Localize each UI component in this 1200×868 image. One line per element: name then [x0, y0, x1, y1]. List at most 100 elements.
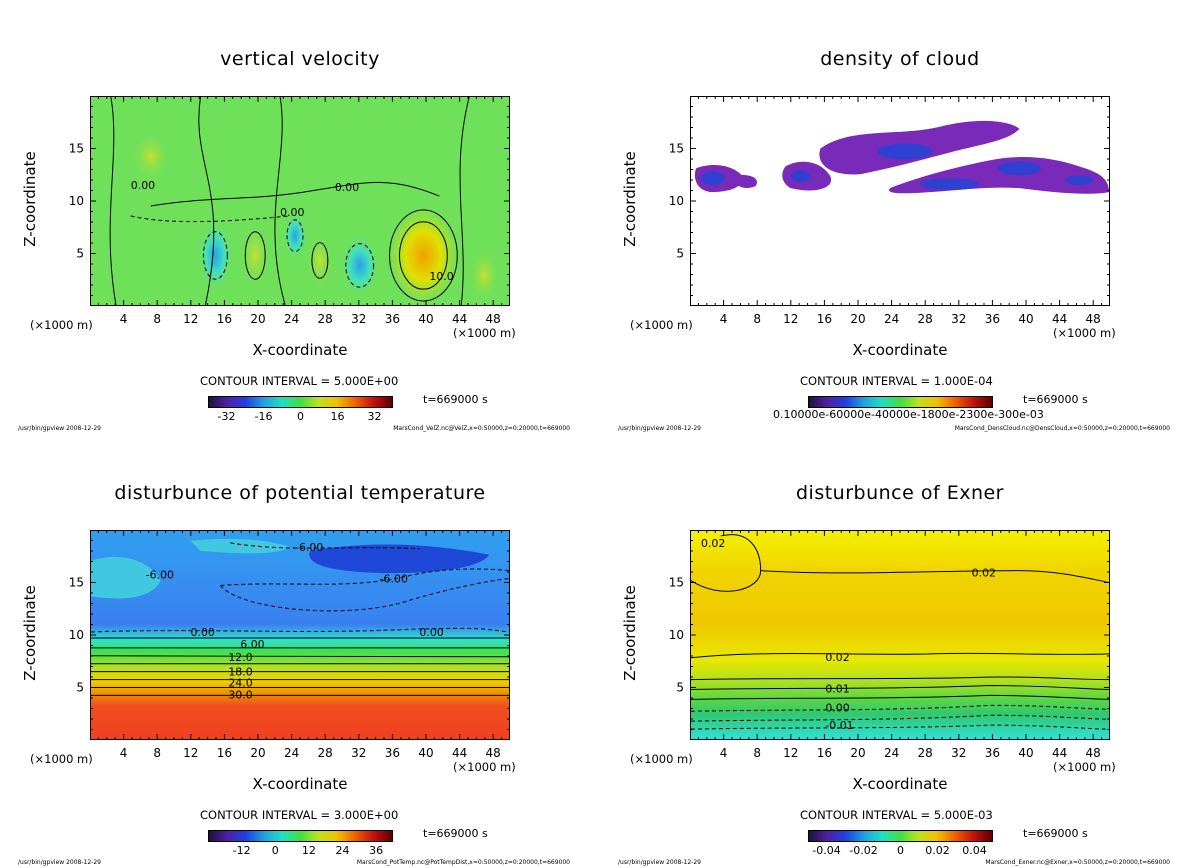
x-tick-label: 48: [1086, 312, 1101, 326]
y-axis-label: Z-coordinate: [21, 585, 39, 681]
x-tick-label: 40: [418, 746, 433, 760]
contour-label: -6.00: [380, 573, 408, 586]
x-tick-label: 20: [250, 746, 265, 760]
contour-label: 0.00: [191, 626, 215, 639]
colorbar-tick-label: 0.04: [962, 844, 987, 857]
colorbar-tick-label: 0.02: [925, 844, 950, 857]
time-stamp: t=669000 s: [423, 393, 488, 406]
x-tick-label: 16: [817, 746, 832, 760]
x-tick-label: 32: [951, 746, 966, 760]
footer-right: MarsCond_PotTemp.nc@PotTempDist,x=0:5000…: [356, 859, 570, 866]
colorbar-tick-label: 24: [335, 844, 350, 857]
contour-label: 6.00: [240, 638, 264, 651]
x-tick-label: 20: [850, 746, 865, 760]
field-density-of-cloud: [691, 97, 1109, 305]
footer-right: MarsCond_DensCloud.nc@DensCloud,x=0:5000…: [954, 425, 1170, 432]
x-tick-label: 28: [318, 746, 333, 760]
contour-interval: CONTOUR INTERVAL = 5.000E-03: [800, 808, 993, 822]
contour-interval: CONTOUR INTERVAL = 3.000E+00: [200, 808, 399, 822]
contour-interval: CONTOUR INTERVAL = 5.000E+00: [200, 374, 399, 388]
x-tick-label: 4: [720, 312, 728, 326]
colorbar: [808, 396, 993, 408]
colorbar-tick-label: -12: [232, 844, 251, 857]
x-tick-label: 8: [753, 746, 761, 760]
unit-label-left: (×1000 m): [630, 318, 693, 332]
colorbar-tick-label: -32: [217, 410, 236, 423]
y-tick-label: 5: [76, 681, 84, 695]
colorbar-tick-label: 16: [330, 410, 345, 423]
x-tick-label: 16: [217, 312, 232, 326]
y-tick-label: 5: [676, 681, 684, 695]
x-tick-label: 20: [850, 312, 865, 326]
x-tick-label: 4: [120, 746, 128, 760]
x-tick-label: 24: [284, 746, 299, 760]
x-tick-label: 36: [385, 312, 400, 326]
x-tick-label: 8: [753, 312, 761, 326]
unit-label-left: (×1000 m): [630, 752, 693, 766]
y-tick-label: 5: [676, 247, 684, 261]
colorbar-tick-label: 0: [897, 844, 904, 857]
contour-interval: CONTOUR INTERVAL = 1.000E-04: [800, 374, 993, 388]
y-tick-label: 10: [69, 628, 84, 642]
y-tick-label: 15: [69, 142, 84, 156]
y-tick-label: 10: [669, 194, 684, 208]
footer-left: /usr/bin/gpview 2008-12-29: [618, 859, 701, 866]
contour-label: 0.01: [825, 682, 849, 695]
y-tick-label: 5: [76, 247, 84, 261]
contour-label: -6.00: [146, 569, 174, 582]
x-tick-label: 32: [351, 312, 366, 326]
x-tick-label: 44: [452, 746, 467, 760]
y-tick-label: 10: [669, 628, 684, 642]
x-tick-label: 40: [418, 312, 433, 326]
x-tick-label: 24: [284, 312, 299, 326]
colorbar-tick-label: 0: [297, 410, 304, 423]
plot-area: [690, 96, 1110, 306]
colorbar-tick-label: 36: [369, 844, 384, 857]
unit-label-right: (×1000 m): [1053, 326, 1116, 340]
x-tick-label: 36: [985, 746, 1000, 760]
contour-label: 24.0: [228, 677, 252, 690]
contour-label: 0.02: [701, 537, 725, 550]
time-stamp: t=669000 s: [1023, 393, 1088, 406]
footer-left: /usr/bin/gpview 2008-12-29: [18, 859, 101, 866]
contour-label: 10.0: [429, 270, 453, 283]
x-tick-label: 4: [120, 312, 128, 326]
time-stamp: t=669000 s: [1023, 827, 1088, 840]
colorbar-ticks: -32 -16 0 16 32: [208, 410, 393, 424]
x-tick-label: 48: [486, 746, 501, 760]
chart-title: disturbunce of Exner: [795, 482, 1004, 504]
x-tick-label: 28: [318, 312, 333, 326]
y-axis-label: Z-coordinate: [621, 151, 639, 247]
panel-density-of-cloud: density of cloud 4 8 12 16 20 24 28 32 36 40 44 48 5…: [600, 0, 1200, 434]
colorbar-tick-label: -0.04: [812, 844, 841, 857]
unit-label-right: (×1000 m): [453, 326, 516, 340]
x-tick-label: 36: [385, 746, 400, 760]
colorbar-ticks: -12 0 12 24 36: [208, 844, 393, 858]
x-tick-label: 24: [884, 312, 899, 326]
x-tick-label: 16: [217, 746, 232, 760]
x-tick-label: 32: [351, 746, 366, 760]
panel-vertical-velocity: vertical velocity: [0, 0, 600, 434]
y-tick-label: 10: [69, 194, 84, 208]
field-vertical-velocity: 10.0 0.00 0.00 0.00: [91, 97, 509, 305]
y-axis-label: Z-coordinate: [621, 585, 639, 681]
unit-label-right: (×1000 m): [1053, 760, 1116, 774]
y-axis-label: Z-coordinate: [21, 151, 39, 247]
contour-label: 12.0: [228, 651, 252, 664]
colorbar-tick-label: -0.02: [849, 844, 878, 857]
x-tick-label: 40: [1018, 746, 1033, 760]
x-tick-label: 12: [183, 746, 198, 760]
footer-left: /usr/bin/gpview 2008-12-29: [618, 425, 701, 432]
plot-area: 0.02 0.02 0.02 0.01 0.00 -0.01: [690, 530, 1110, 740]
x-tick-label: 12: [183, 312, 198, 326]
contour-label: 0.00: [419, 626, 443, 639]
x-tick-label: 32: [951, 312, 966, 326]
footer-right: MarsCond_Exner.nc@Exner,x=0:50000,z=0:20…: [985, 859, 1170, 866]
x-axis-label: X-coordinate: [252, 775, 348, 793]
x-axis-label: X-coordinate: [252, 341, 348, 359]
field-potential-temperature: -6.00 -6.00 -6.00 0.00 0.00 6.00 12.0 18…: [91, 531, 509, 739]
colorbar-tick-label: -16: [254, 410, 273, 423]
colorbar-tick-label: 0: [271, 844, 279, 857]
contour-label: 0.00: [335, 181, 359, 194]
x-axis-label: X-coordinate: [852, 341, 948, 359]
